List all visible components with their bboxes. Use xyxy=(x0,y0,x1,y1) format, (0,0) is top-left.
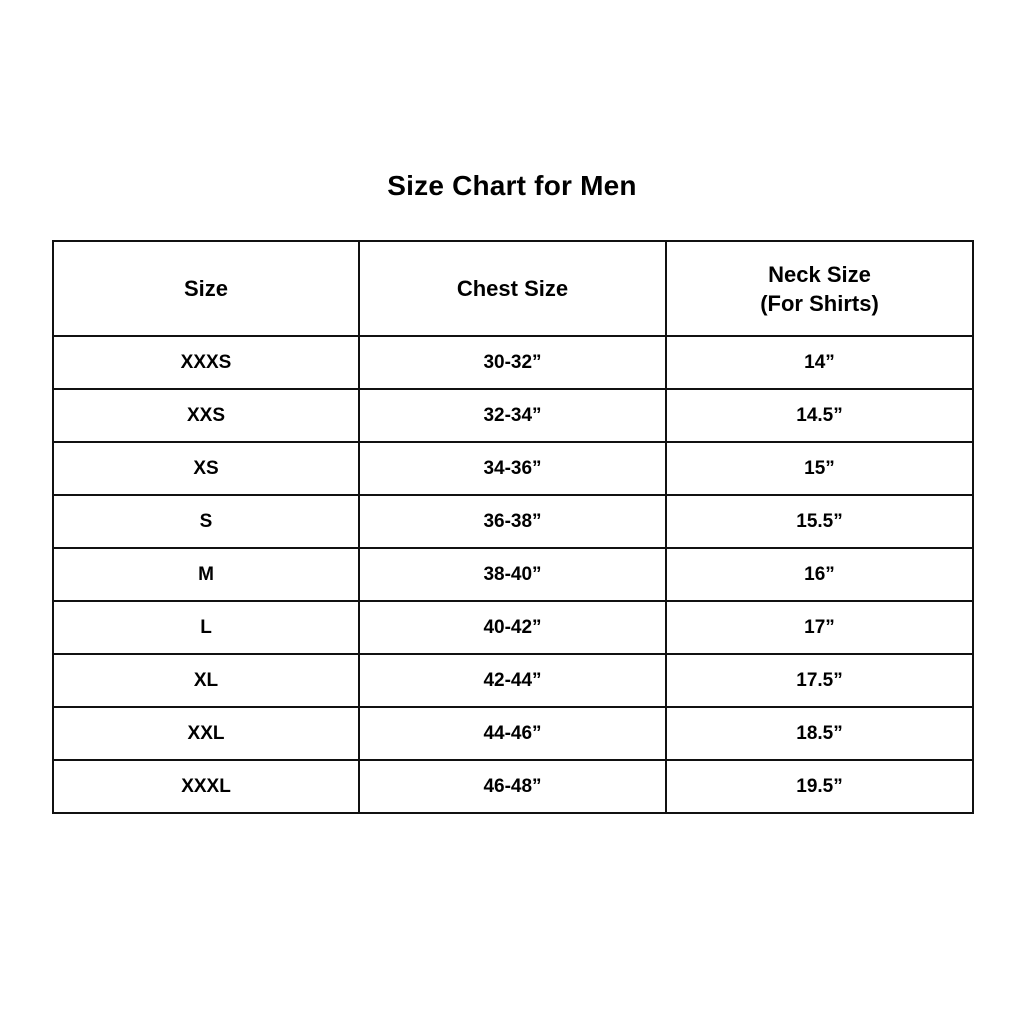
column-header-size: Size xyxy=(52,240,360,337)
cell-chest-size: 40-42” xyxy=(358,600,667,655)
cell-size: XXS xyxy=(52,388,360,443)
column-header-neck-size-line2: (For Shirts) xyxy=(760,290,879,316)
size-chart-table: Size Chest Size Neck Size (For Shirts) X… xyxy=(52,240,974,814)
cell-size: XXXS xyxy=(52,335,360,390)
column-header-chest-size: Chest Size xyxy=(358,240,667,337)
table-row: S 36-38” 15.5” xyxy=(52,494,974,549)
cell-chest-size: 44-46” xyxy=(358,706,667,761)
cell-neck-size: 17” xyxy=(665,600,974,655)
cell-chest-size: 42-44” xyxy=(358,653,667,708)
cell-chest-size: 34-36” xyxy=(358,441,667,496)
cell-neck-size: 14.5” xyxy=(665,388,974,443)
table-row: XL 42-44” 17.5” xyxy=(52,653,974,708)
cell-chest-size: 32-34” xyxy=(358,388,667,443)
cell-chest-size: 36-38” xyxy=(358,494,667,549)
cell-size: M xyxy=(52,547,360,602)
table-row: XXS 32-34” 14.5” xyxy=(52,388,974,443)
size-chart-table-container: Size Chest Size Neck Size (For Shirts) X… xyxy=(52,240,974,814)
table-header-row: Size Chest Size Neck Size (For Shirts) xyxy=(52,240,974,337)
table-body: XXXS 30-32” 14” XXS 32-34” 14.5” XS 34-36” 15” S 3… xyxy=(52,335,974,814)
cell-size: L xyxy=(52,600,360,655)
cell-chest-size: 46-48” xyxy=(358,759,667,814)
page-title: Size Chart for Men xyxy=(387,170,637,201)
cell-size: XL xyxy=(52,653,360,708)
cell-neck-size: 17.5” xyxy=(665,653,974,708)
cell-chest-size: 38-40” xyxy=(358,547,667,602)
table-row: XXXS 30-32” 14” xyxy=(52,335,974,390)
cell-size: XXXL xyxy=(52,759,360,814)
cell-neck-size: 15.5” xyxy=(665,494,974,549)
table-row: XS 34-36” 15” xyxy=(52,441,974,496)
table-header: Size Chest Size Neck Size (For Shirts) xyxy=(52,240,974,337)
cell-chest-size: 30-32” xyxy=(358,335,667,390)
cell-size: XXL xyxy=(52,706,360,761)
cell-neck-size: 14” xyxy=(665,335,974,390)
cell-neck-size: 19.5” xyxy=(665,759,974,814)
cell-size: XS xyxy=(52,441,360,496)
cell-neck-size: 16” xyxy=(665,547,974,602)
table-row: M 38-40” 16” xyxy=(52,547,974,602)
column-header-neck-size: Neck Size (For Shirts) xyxy=(665,240,974,337)
table-row: XXL 44-46” 18.5” xyxy=(52,706,974,761)
table-row: XXXL 46-48” 19.5” xyxy=(52,759,974,814)
column-header-neck-size-line1: Neck Size xyxy=(768,261,871,287)
cell-neck-size: 15” xyxy=(665,441,974,496)
cell-neck-size: 18.5” xyxy=(665,706,974,761)
table-row: L 40-42” 17” xyxy=(52,600,974,655)
cell-size: S xyxy=(52,494,360,549)
